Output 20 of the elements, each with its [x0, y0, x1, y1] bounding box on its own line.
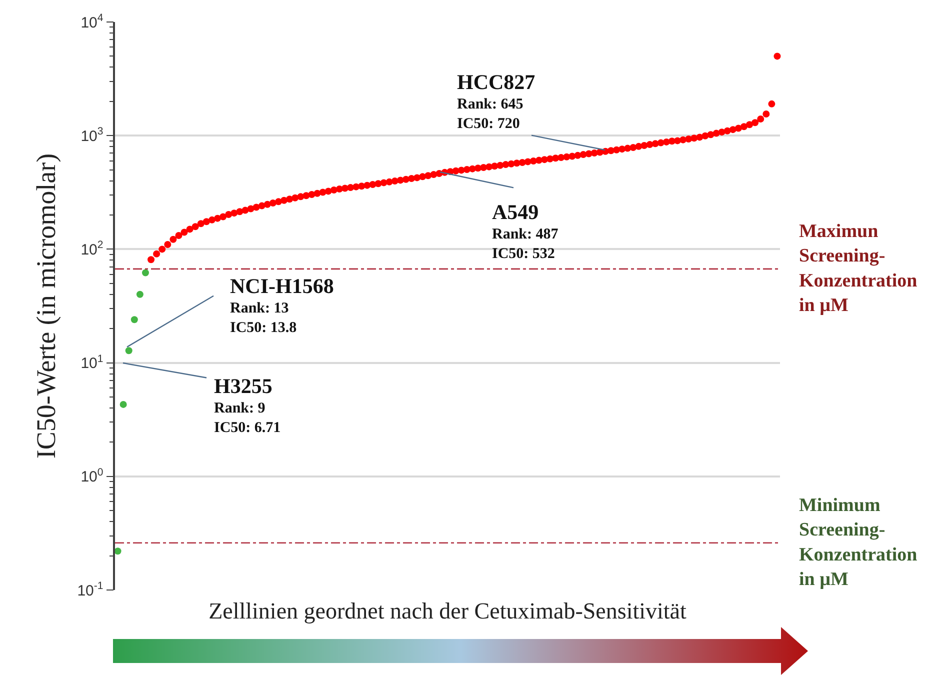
y-tick-label: 10$^{-1}$ [77, 580, 104, 600]
ref-line-label: Maximun Screening- Konzentration in µM [799, 221, 918, 316]
annotation: H3255 Rank: 9 IC50: 6.71 [214, 374, 281, 436]
y-tick-label: 10$^{0}$ [80, 466, 104, 486]
ref-line-label: Minimum Screening- Konzentration in µM [799, 495, 918, 590]
point [114, 548, 122, 555]
point [130, 316, 138, 324]
point [142, 269, 149, 276]
y-tick-label: 10$^{4}$ [80, 12, 104, 32]
point [120, 400, 127, 408]
annotation: A549 Rank: 487 IC50: 532 [492, 200, 559, 262]
annotation: HCC827 Rank: 645 IC50: 720 [457, 70, 536, 132]
y-tick-label: 10$^{1}$ [80, 352, 104, 372]
point [136, 290, 144, 298]
y-tick-label: 10$^{3}$ [80, 126, 104, 145]
annotation: NCI-H1568 Rank: 13 IC50: 13.8 [230, 274, 334, 336]
y-tick-label: 10$^{2}$ [80, 239, 104, 258]
point [125, 347, 132, 354]
x-axis-title: Zelllinien geordnet nach der Cetuximab-Sensitivität [208, 598, 687, 624]
y-axis-title: IC50-Werte (in micromolar) [30, 153, 61, 459]
